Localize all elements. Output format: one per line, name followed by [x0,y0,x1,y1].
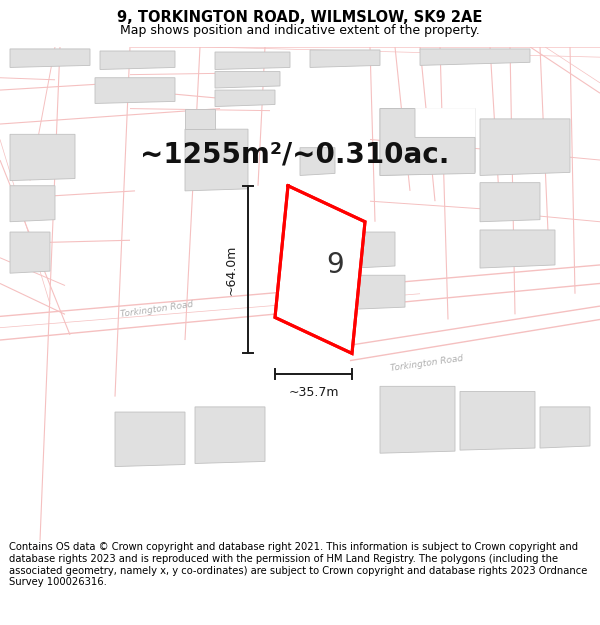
Polygon shape [10,134,75,181]
Polygon shape [95,78,175,104]
Polygon shape [10,186,55,222]
Text: ~35.7m: ~35.7m [288,386,339,399]
Polygon shape [10,49,90,68]
Polygon shape [415,109,475,139]
Polygon shape [480,230,555,268]
Text: Map shows position and indicative extent of the property.: Map shows position and indicative extent… [120,24,480,36]
Polygon shape [10,232,50,273]
Polygon shape [195,407,265,464]
Polygon shape [215,71,280,88]
Text: ~64.0m: ~64.0m [225,244,238,295]
Text: 9, TORKINGTON ROAD, WILMSLOW, SK9 2AE: 9, TORKINGTON ROAD, WILMSLOW, SK9 2AE [118,10,482,25]
Text: Torkington Road: Torkington Road [120,299,194,319]
Polygon shape [185,109,215,129]
Polygon shape [100,51,175,69]
Polygon shape [380,386,455,453]
Text: ~1255m²/~0.310ac.: ~1255m²/~0.310ac. [140,141,449,169]
Polygon shape [420,49,530,66]
Polygon shape [115,412,185,466]
Polygon shape [185,129,248,191]
Polygon shape [355,275,405,309]
Polygon shape [215,90,275,106]
Text: 9: 9 [326,251,344,279]
Polygon shape [275,186,365,353]
Polygon shape [300,148,335,176]
Text: Torkington Road: Torkington Road [390,354,464,373]
Polygon shape [355,232,395,268]
Polygon shape [460,391,535,450]
Text: Contains OS data © Crown copyright and database right 2021. This information is : Contains OS data © Crown copyright and d… [9,542,587,587]
Polygon shape [215,52,290,69]
Polygon shape [380,109,475,176]
Polygon shape [310,50,380,68]
Polygon shape [480,182,540,222]
Polygon shape [380,109,475,176]
Polygon shape [480,119,570,176]
Polygon shape [540,407,590,448]
